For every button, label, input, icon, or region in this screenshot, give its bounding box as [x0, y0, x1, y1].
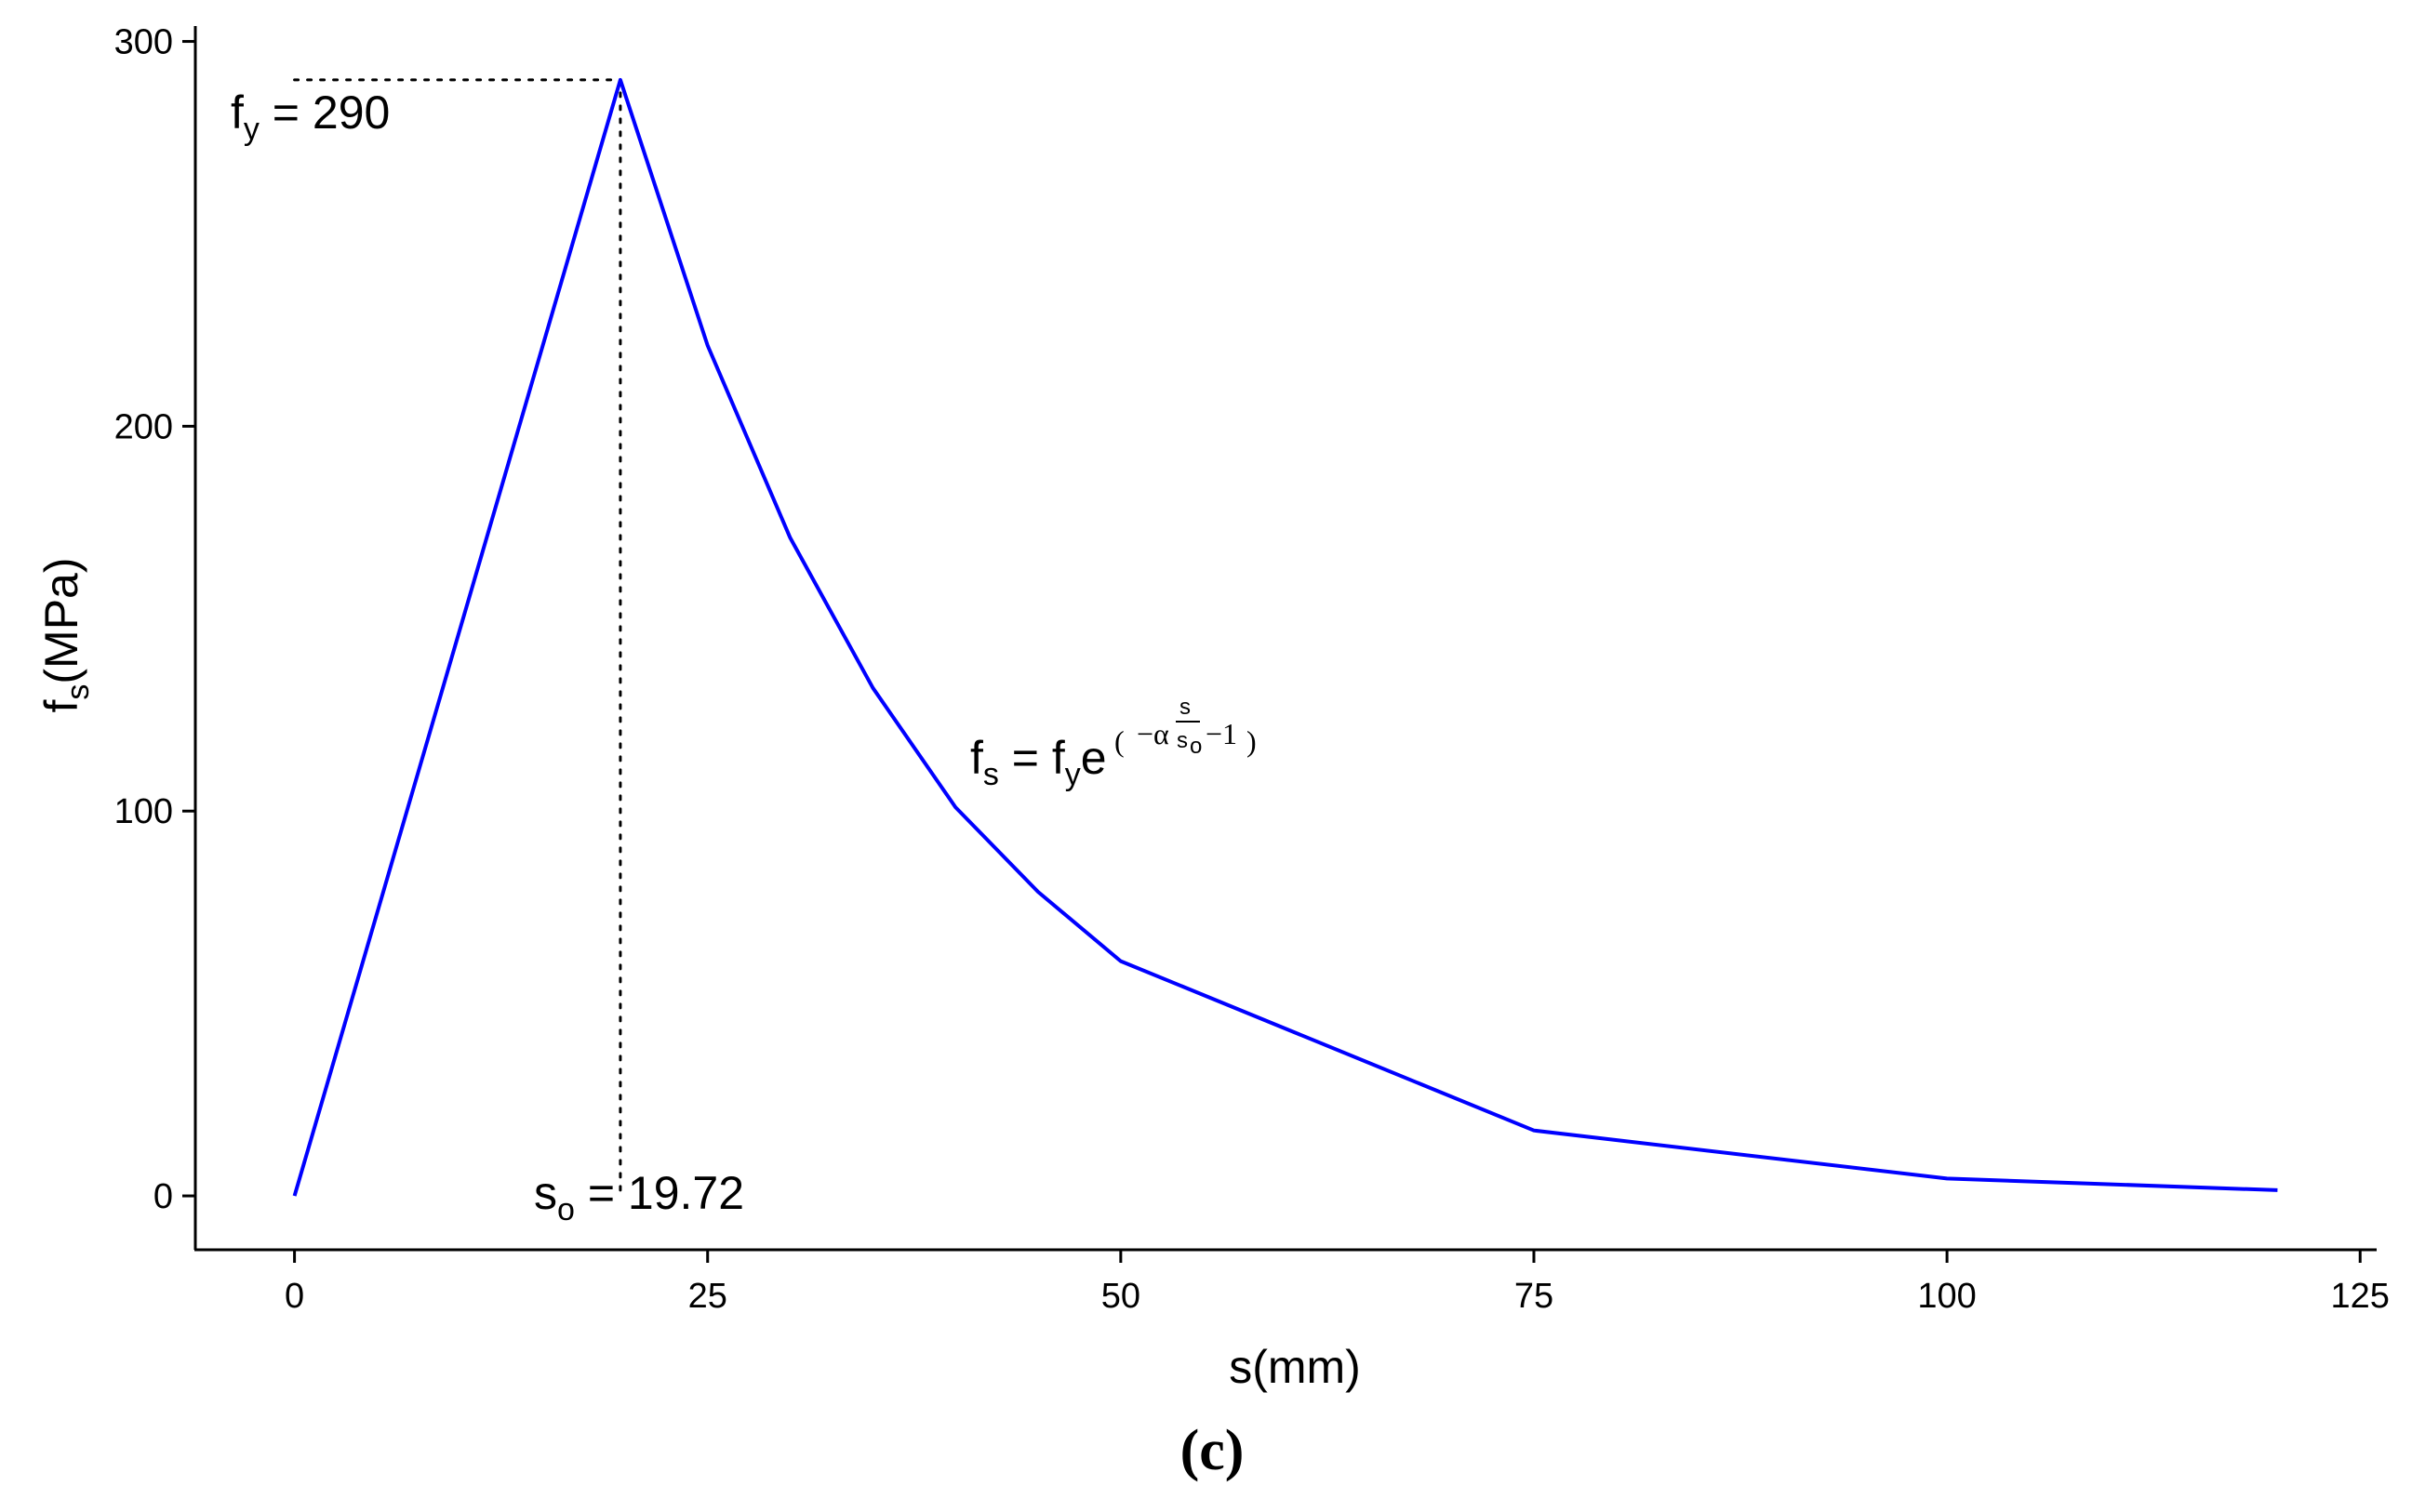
svg-text:−α: −α — [1137, 717, 1169, 750]
so-annotation: so = 19.72 — [534, 1167, 744, 1227]
series-layer — [292, 77, 2278, 1197]
x-tick-label: 100 — [1917, 1277, 1976, 1316]
y-tick-label: 200 — [114, 407, 173, 446]
x-axis-title: s(mm) — [1229, 1341, 1361, 1393]
svg-text:fs = fye: fs = fye — [970, 732, 1107, 792]
svg-text:s: s — [1179, 695, 1191, 720]
x-tick-label: 75 — [1514, 1277, 1553, 1316]
equation-annotation: fs = fye ( −α s s o −1 ) — [970, 695, 1257, 792]
y-axis-ticks: 0 100 200 300 — [114, 23, 195, 1216]
series-line — [292, 77, 2278, 1197]
svg-text:o: o — [1190, 734, 1202, 759]
x-tick-label: 50 — [1101, 1277, 1140, 1316]
svg-text:−1: −1 — [1206, 717, 1237, 750]
y-axis-title: fs(MPa) — [35, 557, 96, 712]
x-tick-label: 25 — [688, 1277, 727, 1316]
figure-caption: (c) — [1180, 1419, 1245, 1482]
x-tick-label: 125 — [2331, 1277, 2390, 1316]
y-tick-label: 300 — [114, 23, 173, 62]
x-tick-label: 0 — [285, 1277, 304, 1316]
svg-text:(: ( — [1114, 724, 1125, 758]
svg-text:s: s — [1177, 728, 1188, 753]
y-tick-label: 0 — [153, 1177, 173, 1216]
fy-annotation: fy = 290 — [231, 86, 390, 147]
y-tick-label: 100 — [114, 792, 173, 831]
svg-text:): ) — [1246, 724, 1257, 758]
x-axis-ticks: 0 25 50 75 100 125 — [285, 1250, 2390, 1316]
